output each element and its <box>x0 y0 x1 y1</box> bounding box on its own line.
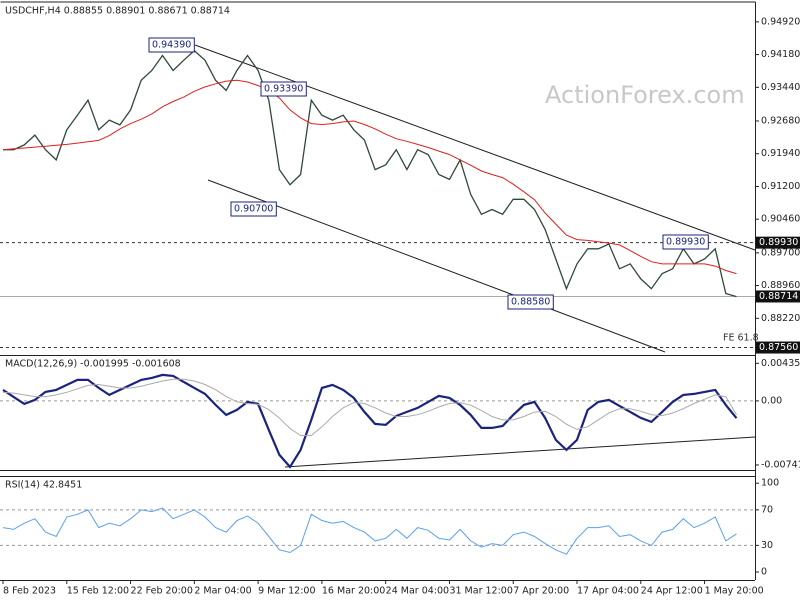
series-line <box>2 79 737 275</box>
series-line <box>2 378 737 436</box>
y-tick-label: 30 <box>761 540 773 551</box>
annotation-box <box>662 234 709 250</box>
x-tick-label: 8 Feb 2023 <box>3 586 56 597</box>
x-tick-label: 2 Mar 04:00 <box>194 586 251 597</box>
annotation: FE 61.8 <box>723 333 759 344</box>
level-label: 0.88714 <box>759 291 798 302</box>
panel-title: RSI(14) 42.8451 <box>5 480 82 491</box>
level-label: 0.87560 <box>759 342 798 353</box>
frame <box>0 1 756 581</box>
annotation-box <box>148 37 195 53</box>
y-tick-label: 0.90460 <box>761 214 800 225</box>
y-tick-label: 70 <box>761 504 773 515</box>
annotation: 0.89930 <box>666 237 705 248</box>
x-tick-label: 15 Feb 12:00 <box>67 586 129 597</box>
annotation: 0.94390 <box>152 40 191 51</box>
series-line <box>3 49 737 298</box>
x-tick-label: 1 May 20:00 <box>705 586 764 597</box>
x-tick-label: 24 Apr 12:00 <box>641 586 703 597</box>
series-line <box>2 373 738 469</box>
y-tick-label: 0.88960 <box>761 280 800 291</box>
annotation-box <box>260 81 307 97</box>
x-tick-label: 7 Apr 20:00 <box>513 586 569 597</box>
x-tick-label: 17 Apr 04:00 <box>577 586 639 597</box>
y-tick-label: 0.92680 <box>761 115 800 126</box>
y-tick-label: 100 <box>761 478 779 489</box>
annotation-box <box>230 201 277 217</box>
y-tick-label: -0.007417 <box>761 459 800 470</box>
level-label-box <box>756 341 800 354</box>
y-tick-label: 0.91940 <box>761 148 800 159</box>
annotation-box <box>507 294 554 310</box>
y-tick-label: 0.93440 <box>761 82 800 93</box>
y-tick-label: 0.00 <box>761 395 782 406</box>
y-tick-label: 0.004354 <box>761 358 800 369</box>
annotation: 0.90700 <box>234 204 273 215</box>
y-tick-label: 0.91200 <box>761 181 800 192</box>
watermark: ActionForex.com <box>545 81 745 109</box>
series-line <box>2 507 737 555</box>
level-label: 0.89930 <box>759 237 798 248</box>
trend-lines <box>194 44 756 468</box>
level-label-box <box>756 290 800 303</box>
x-tick-label: 22 Feb 20:00 <box>131 586 193 597</box>
panel-title: MACD(12,26,9) -0.001995 -0.001608 <box>5 359 181 370</box>
x-tick-label: 31 Mar 12:00 <box>449 586 512 597</box>
y-tick-label: 0 <box>761 567 767 578</box>
y-tick-label: 0.94180 <box>761 49 800 60</box>
x-tick-label: 16 Mar 20:00 <box>322 586 385 597</box>
x-tick-label: 9 Mar 12:00 <box>258 586 315 597</box>
y-tick-label: 0.94920 <box>761 16 800 27</box>
level-label-box <box>756 236 800 249</box>
y-tick-label: 0.88220 <box>761 313 800 324</box>
annotation: 0.93390 <box>264 84 303 95</box>
annotation: 0.88580 <box>511 297 550 308</box>
x-tick-label: 24 Mar 04:00 <box>386 586 449 597</box>
panel-title: USDCHF,H4 0.88855 0.88901 0.88671 0.8871… <box>5 6 230 17</box>
y-tick-label: 0.89700 <box>761 247 800 258</box>
